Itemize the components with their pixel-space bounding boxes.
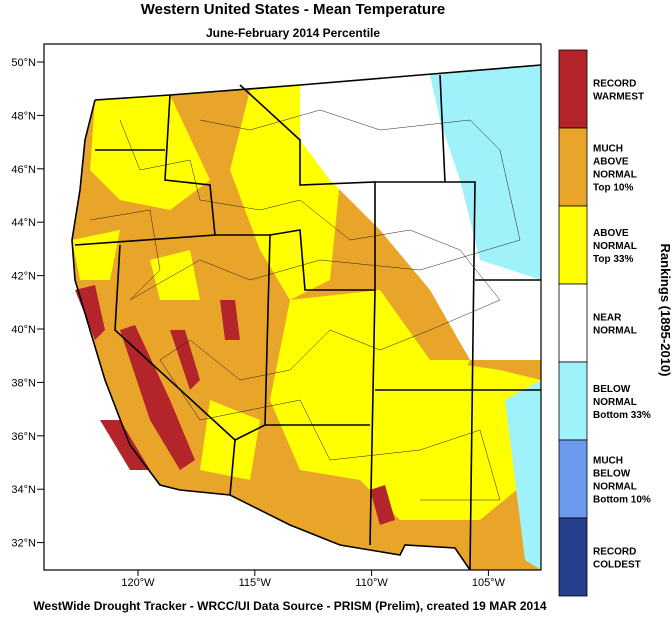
lat-label: 42°N [11, 271, 36, 283]
legend-label: NORMAL [593, 482, 637, 493]
lat-label: 50°N [11, 57, 36, 69]
lat-label: 44°N [11, 217, 36, 229]
legend-label: BELOW [593, 469, 631, 480]
legend-swatch [558, 361, 588, 441]
lon-label: 115°W [239, 577, 272, 589]
lat-label: 46°N [11, 164, 36, 176]
lat-label: 48°N [11, 110, 36, 122]
legend-label: MUCH [593, 456, 623, 467]
legend-label: NORMAL [593, 326, 637, 337]
legend-label: COLDEST [593, 560, 641, 571]
lat-label: 38°N [11, 377, 36, 389]
legend-label: WARMEST [593, 92, 644, 103]
lon-label: 120°W [121, 577, 155, 589]
lon-label: 110°W [355, 577, 388, 589]
lat-label: 36°N [11, 431, 36, 443]
legend-label: Bottom 10% [593, 495, 651, 506]
footer: WestWide Drought Tracker - WRCC/UI Data … [33, 599, 546, 613]
legend-swatch [558, 439, 588, 519]
legend-label: Top 33% [593, 254, 633, 265]
legend-swatch [558, 283, 588, 363]
legend-label: MUCH [593, 144, 623, 155]
map [43, 43, 542, 571]
legend-swatch [558, 49, 588, 129]
legend-swatch [558, 517, 588, 597]
legend-label: NEAR [593, 313, 622, 324]
legend-label: ABOVE [593, 157, 629, 168]
legend-swatch [558, 127, 588, 207]
legend-label: NORMAL [593, 397, 637, 408]
lat-label: 40°N [11, 324, 36, 336]
legend-label: Top 10% [593, 183, 633, 194]
legend-label: BELOW [593, 384, 631, 395]
legend-label: NORMAL [593, 170, 637, 181]
legend-label: Bottom 33% [593, 410, 651, 421]
lon-label: 105°W [472, 577, 506, 589]
legend-label: ABOVE [593, 228, 629, 239]
lat-label: 32°N [11, 538, 36, 550]
title: Western United States - Mean Temperature [141, 1, 446, 18]
legend-title: Rankings (1895-2010) [658, 244, 672, 377]
legend-swatch [558, 205, 588, 285]
legend-label: RECORD [593, 547, 636, 558]
legend-label: NORMAL [593, 241, 637, 252]
lat-label: 34°N [11, 484, 36, 496]
legend-label: RECORD [593, 79, 636, 90]
subtitle: June-February 2014 Percentile [206, 26, 380, 40]
